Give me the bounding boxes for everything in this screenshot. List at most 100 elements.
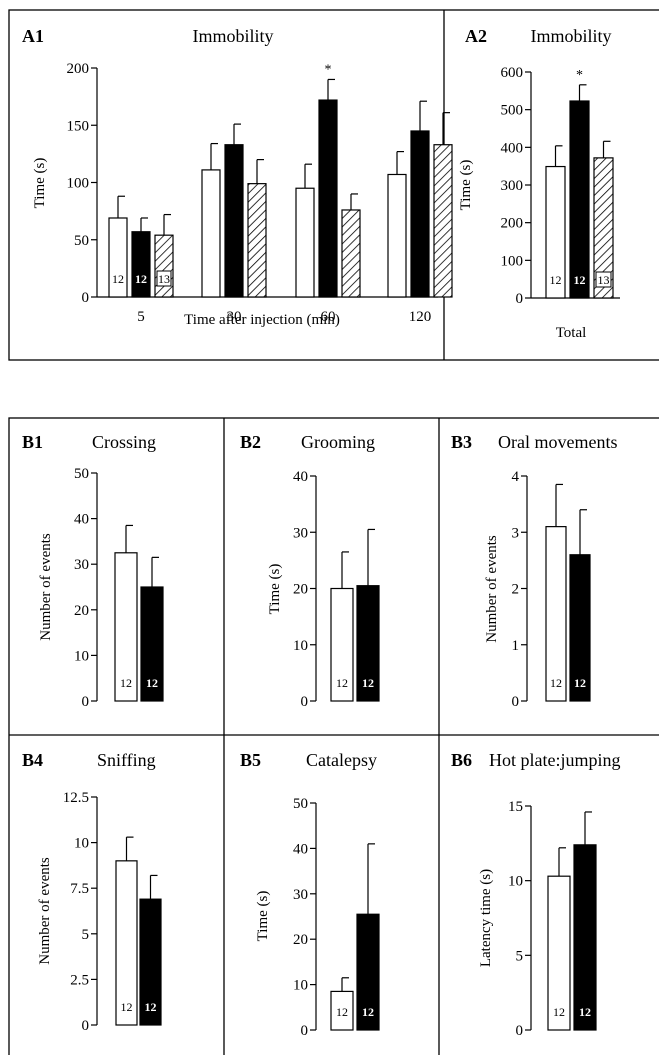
significance-marker: * [325, 62, 332, 77]
panel-b5-letter: B5 [240, 750, 261, 770]
y-tick-label: 0 [512, 694, 520, 710]
y-tick-label: 7.5 [70, 881, 89, 897]
y-tick-label: 200 [67, 61, 90, 77]
panel-a2-letter: A2 [465, 26, 487, 46]
y-tick-label: 10 [74, 836, 89, 852]
y-tick-label: 10 [74, 648, 89, 664]
y-tick-label: 20 [293, 932, 308, 948]
y-tick-label: 40 [293, 841, 308, 857]
n-label: 12 [574, 273, 586, 287]
panel-a1-letter: A1 [22, 26, 44, 46]
n-label: 12 [336, 1005, 348, 1019]
y-tick-label: 4 [512, 469, 520, 485]
y-tick-label: 3 [512, 525, 520, 541]
y-tick-label: 100 [501, 253, 524, 269]
n-label: 13 [158, 272, 170, 286]
panel-a2-plot: 0 100 200 300 400 500 600 Time (s) 12 12 13 * Total [458, 65, 620, 341]
panel-frames [8, 9, 659, 1055]
y-tick-label: 2 [512, 582, 520, 598]
bar [140, 586, 164, 702]
y-axis-label: Number of events [484, 535, 500, 643]
bar [115, 860, 138, 1026]
y-axis-label: Time (s) [32, 158, 48, 209]
panel-b4-title: Sniffing [97, 750, 156, 770]
y-tick-label: 50 [74, 233, 89, 249]
n-label: 12 [553, 1005, 565, 1019]
y-tick-label: 40 [74, 512, 89, 528]
x-axis-label: Total [556, 325, 587, 341]
y-tick-label: 400 [501, 140, 524, 156]
n-label-box [156, 270, 172, 287]
panel-b5-title: Catalepsy [306, 750, 377, 770]
frame-b [8, 417, 659, 1055]
bar [330, 990, 354, 1031]
n-label: 12 [579, 1005, 591, 1019]
y-tick-label: 300 [501, 178, 524, 194]
y-tick-label: 30 [74, 557, 89, 573]
panel-b1-title: Crossing [92, 432, 156, 452]
bar [131, 231, 151, 298]
bar [410, 130, 430, 298]
y-tick-label: 20 [74, 603, 89, 619]
y-axis-label: Time (s) [267, 564, 283, 615]
bar [387, 173, 407, 298]
panel-b2-letter: B2 [240, 432, 261, 452]
bar [139, 898, 162, 1026]
n-label: 12 [120, 676, 132, 690]
panel-b3-letter: B3 [451, 432, 472, 452]
panel-b1: B1 Crossing 0 10 20 30 40 50 Number of events 1… [22, 432, 164, 710]
x-category-label: 60 [321, 309, 336, 325]
panel-b6-plot: 0 5 10 15 Latency time (s) 12 12 [478, 799, 597, 1039]
x-category-label: 5 [137, 309, 145, 325]
bar [569, 554, 591, 702]
y-tick-label: 5 [82, 927, 90, 943]
y-tick-label: 0 [301, 1023, 309, 1039]
y-tick-label: 0 [82, 694, 90, 710]
bar [573, 844, 597, 1031]
bar [201, 169, 221, 298]
panel-b6-letter: B6 [451, 750, 472, 770]
bar [154, 234, 174, 298]
panel-b1-plot: 0 10 20 30 40 50 Number of events 12 12 [38, 466, 164, 710]
y-axis-label: Time (s) [458, 160, 474, 211]
n-label: 12 [574, 676, 586, 690]
bar [593, 157, 614, 299]
panel-b4-plot: 0 2.5 5 7.5 10 12.5 Number of events 12 12 [37, 790, 162, 1034]
bar [356, 585, 380, 702]
panel-a1: A1 Immobility 0 50 100 150 200 Time (s) 5 12 12 1… [22, 26, 453, 328]
y-axis-label: Number of events [38, 533, 54, 641]
bar [341, 209, 361, 298]
panel-b6: B6 Hot plate:jumping 0 5 10 15 Latency time … [451, 750, 620, 1039]
y-tick-label: 15 [508, 799, 523, 815]
y-tick-label: 500 [501, 103, 524, 119]
y-tick-label: 30 [293, 887, 308, 903]
n-label: 12 [112, 272, 124, 286]
panel-b6-title: Hot plate:jumping [489, 750, 620, 770]
y-tick-label: 10 [293, 638, 308, 654]
n-label: 12 [146, 676, 158, 690]
panel-a1-plot: 0 50 100 150 200 Time (s) 5 12 12 13 30 60 * 120 Time … [32, 61, 453, 328]
y-tick-label: 2.5 [70, 972, 89, 988]
y-tick-label: 0 [82, 290, 90, 306]
panel-b5: B5 Catalepsy 0 10 20 30 40 50 Time (s) 12 12 [240, 750, 380, 1039]
bar [356, 913, 380, 1031]
y-tick-label: 12.5 [63, 790, 89, 806]
y-tick-label: 50 [293, 796, 308, 812]
panel-b5-plot: 0 10 20 30 40 50 Time (s) 12 12 [255, 796, 380, 1039]
y-tick-label: 50 [74, 466, 89, 482]
y-tick-label: 0 [516, 291, 524, 307]
bar [569, 100, 590, 299]
x-axis-label: Time after injection (min) [184, 312, 340, 328]
y-tick-label: 200 [501, 216, 524, 232]
y-tick-label: 600 [501, 65, 524, 81]
panel-b4: B4 Sniffing 0 2.5 5 7.5 10 12.5 Number of even… [22, 750, 162, 1034]
bar [247, 183, 267, 298]
panel-b1-letter: B1 [22, 432, 43, 452]
bar [433, 144, 453, 298]
y-tick-label: 30 [293, 525, 308, 541]
y-tick-label: 20 [293, 582, 308, 598]
y-axis-label: Latency time (s) [478, 869, 494, 967]
